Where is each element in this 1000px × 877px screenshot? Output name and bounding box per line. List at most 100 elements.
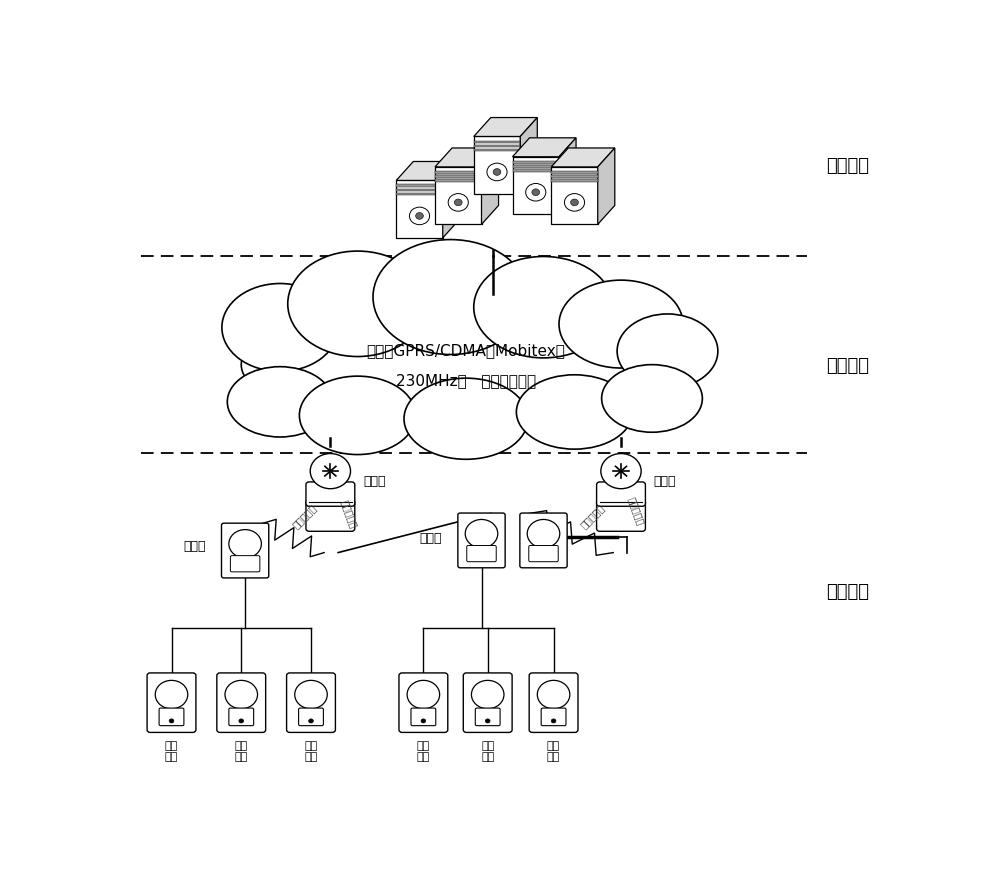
Circle shape xyxy=(471,681,504,709)
FancyBboxPatch shape xyxy=(529,545,558,562)
Circle shape xyxy=(454,200,462,207)
FancyBboxPatch shape xyxy=(221,524,269,578)
Ellipse shape xyxy=(373,240,528,355)
FancyBboxPatch shape xyxy=(467,545,496,562)
Text: 采集器: 采集器 xyxy=(184,539,206,552)
Polygon shape xyxy=(443,162,460,239)
Ellipse shape xyxy=(227,367,333,438)
FancyBboxPatch shape xyxy=(159,709,184,726)
FancyBboxPatch shape xyxy=(458,513,505,568)
Circle shape xyxy=(416,213,423,220)
Circle shape xyxy=(465,520,498,548)
Circle shape xyxy=(571,200,578,207)
Text: 集中器: 集中器 xyxy=(363,474,385,488)
FancyBboxPatch shape xyxy=(299,709,323,726)
FancyBboxPatch shape xyxy=(520,513,567,568)
Text: 微功率无线: 微功率无线 xyxy=(578,502,606,530)
Circle shape xyxy=(532,189,540,196)
Circle shape xyxy=(225,681,258,709)
Circle shape xyxy=(229,530,261,559)
Circle shape xyxy=(448,195,468,212)
Circle shape xyxy=(601,454,641,489)
Ellipse shape xyxy=(559,281,683,368)
FancyBboxPatch shape xyxy=(306,482,355,507)
Polygon shape xyxy=(520,118,537,195)
FancyBboxPatch shape xyxy=(229,709,254,726)
Text: 智能
电表: 智能 电表 xyxy=(481,740,494,761)
Polygon shape xyxy=(474,149,520,153)
FancyBboxPatch shape xyxy=(399,674,448,732)
Ellipse shape xyxy=(602,365,702,432)
Polygon shape xyxy=(396,162,460,182)
Text: 智能
电表: 智能 电表 xyxy=(417,740,430,761)
Text: 远端主站: 远端主站 xyxy=(826,157,869,175)
FancyBboxPatch shape xyxy=(217,674,266,732)
Circle shape xyxy=(564,195,585,212)
Ellipse shape xyxy=(299,377,416,455)
Text: 电力线载波: 电力线载波 xyxy=(340,498,359,530)
Circle shape xyxy=(526,184,546,202)
Ellipse shape xyxy=(241,297,691,432)
Polygon shape xyxy=(396,193,443,196)
Text: 230MHz、   配电线载波等: 230MHz、 配电线载波等 xyxy=(396,373,536,388)
FancyBboxPatch shape xyxy=(147,674,196,732)
Text: 微功率无线: 微功率无线 xyxy=(290,502,318,530)
Polygon shape xyxy=(474,141,520,144)
FancyBboxPatch shape xyxy=(597,500,645,531)
Polygon shape xyxy=(396,185,443,188)
Text: 采集器: 采集器 xyxy=(420,531,442,544)
Circle shape xyxy=(407,681,440,709)
Circle shape xyxy=(409,208,430,225)
Polygon shape xyxy=(396,182,443,239)
Circle shape xyxy=(309,719,313,724)
FancyBboxPatch shape xyxy=(463,674,512,732)
Polygon shape xyxy=(474,118,537,138)
Polygon shape xyxy=(512,170,559,173)
Text: 远程通信: 远程通信 xyxy=(826,356,869,374)
FancyBboxPatch shape xyxy=(475,709,500,726)
Circle shape xyxy=(485,719,490,724)
Polygon shape xyxy=(559,139,576,215)
Text: 智能
电表: 智能 电表 xyxy=(304,740,318,761)
Polygon shape xyxy=(551,175,598,179)
Polygon shape xyxy=(482,149,499,225)
Polygon shape xyxy=(435,180,482,182)
Circle shape xyxy=(493,169,501,176)
Text: 智能
电表: 智能 电表 xyxy=(165,740,178,761)
Polygon shape xyxy=(435,168,482,225)
Circle shape xyxy=(487,164,507,182)
Text: 集中器: 集中器 xyxy=(654,474,676,488)
Circle shape xyxy=(551,719,556,724)
Polygon shape xyxy=(512,158,559,215)
Polygon shape xyxy=(474,146,520,148)
Ellipse shape xyxy=(516,375,633,450)
Circle shape xyxy=(169,719,174,724)
Polygon shape xyxy=(551,168,598,225)
Ellipse shape xyxy=(474,257,613,359)
Text: 智能
电表: 智能 电表 xyxy=(547,740,560,761)
Circle shape xyxy=(295,681,327,709)
Circle shape xyxy=(527,520,560,548)
Ellipse shape xyxy=(617,315,718,389)
Text: 智能
电表: 智能 电表 xyxy=(235,740,248,761)
FancyBboxPatch shape xyxy=(597,482,645,507)
Circle shape xyxy=(155,681,188,709)
Text: 光纤、GPRS/CDMA、Mobitex、: 光纤、GPRS/CDMA、Mobitex、 xyxy=(367,343,565,358)
FancyBboxPatch shape xyxy=(411,709,436,726)
Circle shape xyxy=(310,454,351,489)
Polygon shape xyxy=(512,166,559,168)
Polygon shape xyxy=(598,149,615,225)
Polygon shape xyxy=(512,161,559,164)
Polygon shape xyxy=(512,139,576,158)
Polygon shape xyxy=(435,149,499,168)
FancyBboxPatch shape xyxy=(306,500,355,531)
FancyBboxPatch shape xyxy=(287,674,335,732)
Polygon shape xyxy=(551,149,615,168)
Circle shape xyxy=(239,719,244,724)
Ellipse shape xyxy=(404,379,528,460)
Polygon shape xyxy=(551,172,598,175)
Polygon shape xyxy=(474,138,520,195)
Polygon shape xyxy=(435,175,482,179)
Circle shape xyxy=(421,719,426,724)
Polygon shape xyxy=(435,172,482,175)
